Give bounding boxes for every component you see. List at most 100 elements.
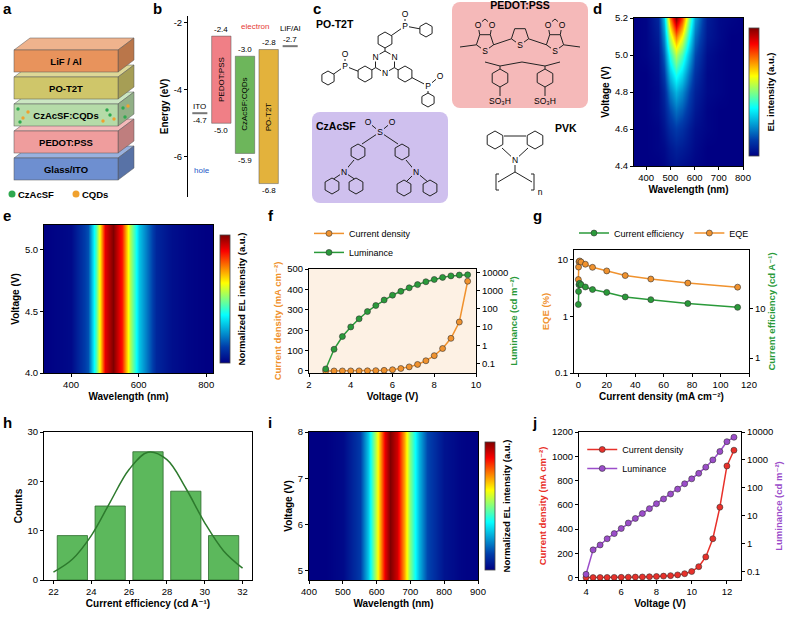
svg-text:N: N [512,155,518,165]
svg-text:400: 400 [63,379,79,390]
svg-text:Voltage (V): Voltage (V) [634,598,685,609]
svg-text:5.2: 5.2 [615,12,628,23]
svg-text:-4: -4 [174,84,182,95]
svg-text:-3.0: -3.0 [238,45,252,54]
svg-text:O: O [402,9,409,19]
svg-text:LiF / Al: LiF / Al [50,56,81,67]
svg-text:800: 800 [735,172,751,183]
svg-text:0: 0 [576,379,581,390]
svg-text:4.8: 4.8 [615,86,628,97]
svg-text:1000: 1000 [482,285,503,296]
svg-text:4.4: 4.4 [615,160,628,171]
svg-text:O: O [489,20,496,30]
svg-text:O: O [437,71,444,81]
svg-text:0: 0 [568,572,573,583]
svg-text:0: 0 [298,365,303,376]
svg-text:Current efficiency: Current efficiency [614,229,684,239]
svg-text:500: 500 [335,586,351,597]
svg-text:Luminance (cd m⁻²): Luminance (cd m⁻²) [508,276,519,365]
svg-text:-2.4: -2.4 [214,25,228,34]
svg-text:PO-T2T: PO-T2T [264,103,273,132]
svg-text:800: 800 [557,475,573,486]
svg-text:Current efficiency (cd A⁻¹): Current efficiency (cd A⁻¹) [766,252,777,370]
svg-text:5.0: 5.0 [25,244,38,255]
svg-text:S: S [482,46,488,56]
svg-text:1: 1 [482,340,487,351]
svg-text:SO₃H: SO₃H [534,96,556,106]
svg-text:1000: 1000 [747,454,768,465]
svg-text:Luminance (cd m⁻²): Luminance (cd m⁻²) [773,461,784,550]
svg-text:Normalized EL intensity (a.u.): Normalized EL intensity (a.u.) [236,233,247,366]
svg-text:30: 30 [28,426,39,437]
svg-text:O: O [365,117,372,127]
svg-text:-5.0: -5.0 [214,126,228,135]
svg-text:4: 4 [348,379,353,390]
svg-text:P: P [342,61,348,71]
svg-text:Wavelength (nm): Wavelength (nm) [88,391,168,402]
svg-text:10: 10 [686,586,697,597]
svg-text:CzAcSF: CzAcSF [316,120,356,132]
svg-text:S: S [517,40,523,50]
svg-text:EQE: EQE [729,229,748,239]
svg-text:200: 200 [557,548,573,559]
svg-text:24: 24 [86,586,97,597]
svg-text:800: 800 [436,586,452,597]
svg-text:Current density: Current density [349,229,411,239]
svg-text:28: 28 [162,586,173,597]
svg-text:2: 2 [306,379,311,390]
svg-text:0.1: 0.1 [555,367,568,378]
svg-text:-2.7: -2.7 [283,35,297,44]
svg-text:Luminance: Luminance [349,248,393,258]
svg-text:120: 120 [741,379,757,390]
svg-text:100: 100 [287,345,303,356]
svg-text:-6: -6 [174,151,182,162]
svg-text:n: n [538,187,543,197]
svg-text:6: 6 [298,519,303,530]
svg-text:4: 4 [583,586,588,597]
svg-text:20: 20 [601,379,612,390]
svg-text:22: 22 [48,586,59,597]
svg-text:O: O [545,20,552,30]
svg-text:6: 6 [390,379,395,390]
svg-text:400: 400 [557,523,573,534]
svg-text:400: 400 [287,284,303,295]
svg-text:0.1: 0.1 [747,566,760,577]
svg-text:P: P [425,81,431,91]
svg-text:100: 100 [747,482,763,493]
svg-text:N: N [382,68,388,78]
svg-text:Current density (mA cm⁻²): Current density (mA cm⁻²) [599,391,724,402]
svg-text:-4.7: -4.7 [193,116,207,125]
svg-text:S: S [377,127,383,137]
svg-text:900: 900 [470,586,486,597]
svg-text:Current density: Current density [622,445,684,455]
svg-text:300: 300 [287,304,303,315]
svg-text:600: 600 [687,172,703,183]
svg-text:30: 30 [199,586,210,597]
svg-text:Voltage (V): Voltage (V) [600,66,611,117]
svg-text:100: 100 [482,303,498,314]
svg-text:80: 80 [687,379,698,390]
svg-text:600: 600 [557,499,573,510]
svg-text:EQE (%): EQE (%) [540,293,551,330]
svg-text:N: N [391,52,397,62]
svg-text:1: 1 [563,311,568,322]
svg-text:800: 800 [198,379,214,390]
svg-text:700: 700 [402,586,418,597]
svg-text:Voltage (V): Voltage (V) [10,273,21,324]
svg-text:400: 400 [301,586,317,597]
svg-text:N: N [341,167,347,177]
svg-text:Luminance: Luminance [622,464,666,474]
svg-text:700: 700 [711,172,727,183]
svg-text:O: O [475,20,482,30]
svg-text:10: 10 [755,303,766,314]
svg-text:10: 10 [28,525,39,536]
svg-text:CzAcSF: CzAcSF [18,189,54,200]
svg-text:Wavelength (nm): Wavelength (nm) [353,598,433,609]
svg-text:Voltage (V): Voltage (V) [367,391,418,402]
svg-text:CQDs: CQDs [82,189,108,200]
svg-text:5: 5 [298,565,303,576]
svg-text:10: 10 [471,379,482,390]
svg-text:500: 500 [662,172,678,183]
svg-text:5.0: 5.0 [615,49,628,60]
svg-text:100: 100 [713,379,729,390]
